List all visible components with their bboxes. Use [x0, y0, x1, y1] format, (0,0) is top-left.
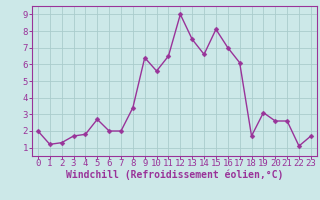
X-axis label: Windchill (Refroidissement éolien,°C): Windchill (Refroidissement éolien,°C)	[66, 169, 283, 180]
